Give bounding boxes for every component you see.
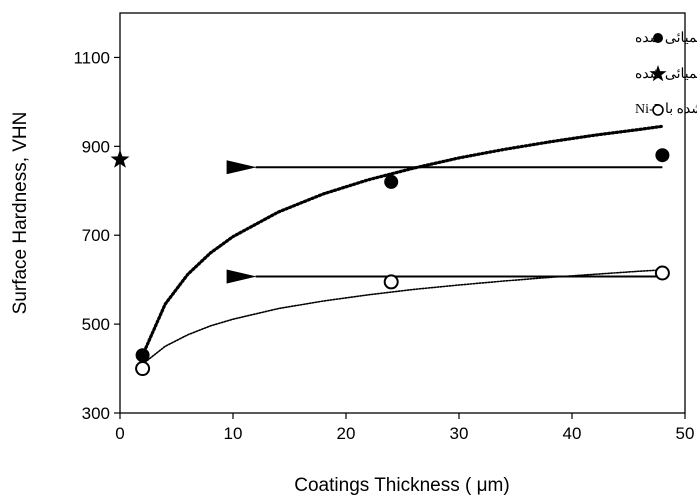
x-tick-label: 50 [676,424,695,443]
trend-line [141,269,664,365]
y-tick-label: 1100 [73,48,110,67]
x-tick-label: 10 [224,424,243,443]
data-point-filled-circle [135,348,150,363]
legend-label-coated: فولاد پوشش داده شده با Ni-P [635,102,697,117]
data-point-star [110,149,130,168]
annotation-arrows [226,160,663,284]
x-tick-label: 40 [563,424,582,443]
trend-line [141,124,664,357]
data-point-open-circle [383,274,399,290]
data-point-open-circle [654,265,670,281]
data-point-filled-circle [655,148,670,163]
y-tick-label: 700 [82,226,110,245]
y-tick-label: 300 [82,404,110,423]
y-tick-label: 500 [82,315,110,334]
y-axis-ticks: 300 500 700 900 1100 [73,48,120,423]
data-point-open-circle [135,361,151,377]
legend-label-treated: فولاد ترموشیمیائی شده [635,67,697,82]
legend-marker-star [649,65,667,82]
y-tick-label: 900 [82,137,110,156]
legend: فولاد پوشش داده شده با Ni-P و ترموشیمیائ… [635,31,697,117]
legend-marker-filled-circle [653,33,663,43]
x-axis-ticks: 0 10 20 30 40 50 [115,413,694,443]
y-axis-title: Surface Hardness, VHN [10,112,31,315]
plot-area [119,12,686,414]
legend-marker-open-circle [652,104,664,116]
data-point-filled-circle [384,174,399,189]
x-axis-title: Coatings Thickness ( μm) [294,475,509,496]
x-tick-label: 20 [337,424,356,443]
trend-lines [141,124,664,365]
x-tick-label: 30 [450,424,469,443]
data-points [110,148,670,377]
legend-label-coated-treated: فولاد پوشش داده شده با Ni-P و ترموشیمیائ… [635,31,697,46]
x-tick-label: 0 [115,424,124,443]
